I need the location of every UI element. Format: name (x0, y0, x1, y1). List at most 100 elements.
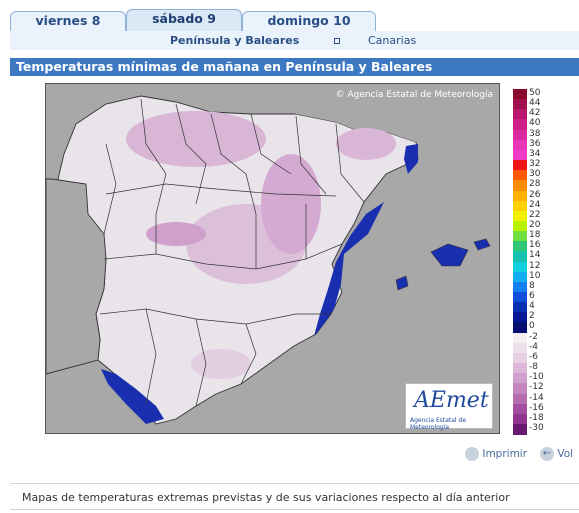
legend-swatch (513, 342, 527, 354)
legend-label: -14 (529, 392, 544, 403)
legend-swatch (513, 170, 527, 181)
legend-label: 16 (529, 240, 541, 251)
pink-zone-east (261, 154, 321, 254)
legend-swatch (513, 89, 527, 100)
legend-swatch (513, 119, 527, 131)
legend-label: 20 (529, 219, 541, 230)
print-label: Imprimir (482, 448, 528, 460)
tab-viernes[interactable]: viernes 8 (10, 11, 126, 31)
legend-label: 4 (529, 301, 535, 312)
legend-swatch (513, 231, 527, 242)
spain-map-svg (46, 84, 499, 425)
legend-label: 38 (529, 128, 541, 139)
legend-label: 12 (529, 260, 541, 271)
legend-swatch (513, 99, 527, 110)
legend-label: 18 (529, 230, 541, 241)
map-credit: © Agencia Estatal de Meteorología (336, 90, 493, 100)
back-arrow-icon: ← (540, 447, 554, 461)
legend-swatch (513, 292, 527, 303)
legend-swatch (513, 129, 527, 141)
legend-label: 0 (529, 321, 535, 332)
legend-swatch (513, 363, 527, 374)
legend-swatch (513, 383, 527, 394)
print-icon (465, 447, 479, 461)
legend-label: -2 (529, 331, 538, 342)
footer-description: Mapas de temperaturas extremas previstas… (10, 483, 579, 510)
menorca (473, 238, 491, 251)
legend-swatch (513, 149, 527, 161)
ibiza (395, 275, 409, 291)
legend-label: 30 (529, 169, 541, 180)
legend-label: 40 (529, 118, 541, 129)
legend-swatch (513, 281, 527, 293)
legend-swatch (513, 403, 527, 415)
credit-text: Agencia Estatal de Meteorología (347, 90, 494, 100)
blue-coast-northeast (404, 144, 418, 174)
portugal-area (46, 178, 107, 375)
pink-zone-northeast (336, 128, 396, 160)
legend-label: 42 (529, 108, 541, 119)
print-action[interactable]: Imprimir (465, 447, 527, 461)
map-title: Temperaturas mínimas de mañana en Peníns… (10, 58, 579, 76)
legend-label: -30 (529, 422, 544, 433)
region-canarias-link[interactable]: Canarias (368, 34, 417, 47)
province-borders (99, 98, 365, 407)
region-selector: Península y Baleares Canarias (10, 31, 579, 50)
legend-label: 34 (529, 148, 541, 159)
legend-swatch (513, 312, 527, 323)
legend-label: -10 (529, 372, 544, 383)
region-peninsula-link[interactable]: Península y Baleares (170, 34, 300, 47)
separator-square-icon (334, 38, 340, 44)
legend-swatch (513, 393, 527, 405)
legend-swatch (513, 241, 527, 252)
tab-sabado[interactable]: sábado 9 (126, 9, 242, 32)
legend-label: 32 (529, 159, 541, 170)
legend-label: 28 (529, 179, 541, 190)
legend-label: 26 (529, 189, 541, 200)
day-tabs: viernes 8 sábado 9 domingo 10 (10, 9, 579, 32)
blue-coast-south (101, 369, 164, 424)
temperature-map: © Agencia Estatal de Meteorología (45, 83, 500, 434)
legend-swatch (513, 251, 527, 263)
legend-swatch (513, 261, 527, 273)
legend-label: 10 (529, 270, 541, 281)
pink-zone-south (191, 349, 251, 379)
legend-swatch (513, 373, 527, 384)
pink-zone-north (126, 111, 266, 167)
aemet-logo-subtitle: Agencia Estatal de Meteorología (410, 417, 467, 431)
legend-swatch (513, 352, 527, 364)
legend-swatch (513, 160, 527, 171)
blue-coast-east (314, 202, 384, 336)
legend-label: -12 (529, 382, 544, 393)
legend-swatch (513, 139, 527, 151)
legend-swatch (513, 302, 527, 313)
back-label: Vol (557, 448, 574, 460)
back-action[interactable]: ← Vol (540, 447, 573, 461)
legend-label: 22 (529, 209, 541, 220)
tab-domingo[interactable]: domingo 10 (242, 11, 376, 31)
legend-label: 50 (529, 88, 541, 98)
legend-label: 36 (529, 138, 541, 149)
legend-swatch (513, 332, 527, 344)
legend-label: 2 (529, 311, 535, 322)
legend-swatch (513, 423, 527, 435)
legend-swatch (513, 180, 527, 191)
mallorca (430, 243, 469, 267)
aemet-logo-text: AEmet (414, 388, 489, 413)
legend-label: -6 (529, 351, 538, 362)
legend-label: -18 (529, 412, 544, 423)
legend-swatch (513, 271, 527, 283)
copyright-icon: © (335, 90, 345, 100)
legend-label: 8 (529, 280, 535, 291)
legend-label: 24 (529, 199, 541, 210)
legend-swatch (513, 220, 527, 232)
legend-swatch (513, 210, 527, 222)
legend-label: -4 (529, 341, 538, 352)
pink-zone-west (146, 222, 206, 246)
france-area (296, 84, 499, 142)
legend-label: -16 (529, 402, 544, 413)
legend-swatch (513, 190, 527, 202)
legend-swatch (513, 413, 527, 425)
aemet-logo: AEmet Agencia Estatal de Meteorología (405, 383, 493, 431)
legend-label: 6 (529, 291, 535, 301)
